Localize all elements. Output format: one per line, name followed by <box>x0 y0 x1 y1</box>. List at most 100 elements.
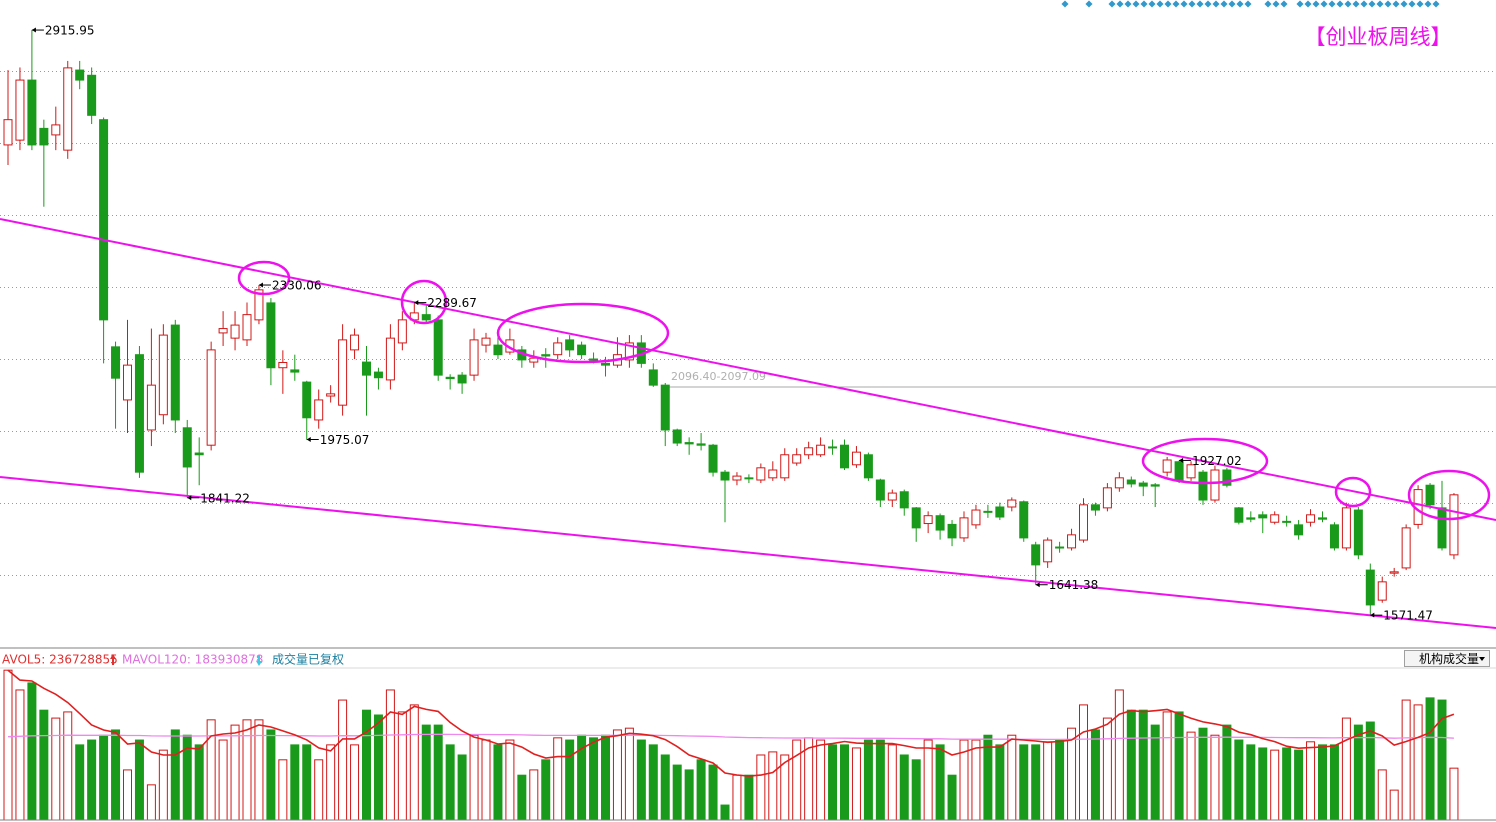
volume-bar <box>39 709 49 821</box>
candle-body <box>170 324 180 421</box>
grid <box>0 71 1496 576</box>
candle-body <box>39 127 49 146</box>
volume-bar <box>875 739 885 821</box>
volume-bar <box>1150 724 1160 821</box>
candle-body <box>1055 546 1065 549</box>
candle-body <box>1186 464 1196 479</box>
volume-bar <box>768 751 778 821</box>
candle-body <box>99 119 109 321</box>
volume-bar <box>517 774 527 821</box>
highlight-ellipse <box>400 279 448 325</box>
candle-body <box>1031 544 1041 566</box>
candle-body <box>146 384 156 431</box>
candle-body <box>768 469 778 479</box>
candle-body <box>278 362 288 369</box>
volume-bar <box>816 739 826 821</box>
candle-body <box>1174 461 1184 481</box>
volume-bar <box>409 704 419 821</box>
volume-bars <box>3 669 1459 821</box>
candle-body <box>1079 504 1088 541</box>
trend-line-upper <box>0 218 1496 521</box>
ma120-line <box>7 733 1454 741</box>
candle-body <box>1198 471 1208 501</box>
candle-body <box>302 381 312 419</box>
candle-body <box>182 427 192 468</box>
volume-bar <box>1413 704 1423 821</box>
candle-body <box>1401 527 1411 569</box>
candle-body <box>780 454 790 479</box>
volume-bar <box>350 744 360 821</box>
volume-bar <box>290 744 300 821</box>
annotation-arrowhead <box>1035 582 1040 588</box>
candle-body <box>194 452 204 456</box>
volume-bar <box>971 739 981 821</box>
candle-body <box>123 364 132 401</box>
volume-bar <box>792 739 802 821</box>
candle-body <box>529 357 539 363</box>
candle-body <box>1222 469 1232 486</box>
highlight-ellipse <box>237 260 291 296</box>
volume-bar <box>648 744 658 821</box>
candle-body <box>756 467 766 481</box>
candle-body <box>469 339 479 376</box>
candle-body <box>1007 499 1017 508</box>
volume-selector[interactable]: 机构成交量 <box>1404 650 1490 667</box>
candle-body <box>720 471 730 481</box>
volume-bar <box>146 784 156 821</box>
candle-body <box>111 346 121 379</box>
candle-body <box>338 339 348 406</box>
annotation-arrowhead <box>258 282 263 288</box>
volume-bar <box>1067 727 1077 821</box>
candle-body <box>254 289 264 321</box>
volume-bar <box>529 769 539 821</box>
volume-bar <box>995 744 1005 821</box>
volume-bar <box>1198 727 1208 821</box>
candle-body <box>1377 581 1387 601</box>
volume-bar <box>1282 747 1292 821</box>
candle-body <box>601 362 610 366</box>
volume-bar <box>99 734 109 821</box>
annotation-label: 1641.38 <box>1049 578 1099 592</box>
annotation-label: 1841.22 <box>200 491 250 505</box>
volume-bar <box>672 764 682 821</box>
candle-body <box>445 376 455 380</box>
annotation-arrowhead <box>414 300 419 306</box>
volume-bar <box>899 754 909 821</box>
candle-body <box>744 477 754 480</box>
candle-body <box>51 124 61 136</box>
candle-body <box>624 342 634 361</box>
candle-body <box>1138 482 1148 487</box>
volume-bar <box>134 739 144 821</box>
volume-bar <box>1329 744 1339 821</box>
volume-bar <box>947 774 957 821</box>
volume-bar <box>266 729 276 821</box>
volume-legend: MAVOL120: 183930878 <box>122 653 263 667</box>
volume-bar <box>493 744 503 821</box>
volume-bar <box>385 689 395 821</box>
candle-body <box>481 337 491 346</box>
candle-body <box>290 369 300 373</box>
level-label: 2096.40-2097.09 <box>671 370 766 383</box>
candle-body <box>385 337 395 381</box>
candle-body <box>15 79 25 141</box>
candle-body <box>1318 517 1327 520</box>
volume-bar <box>911 759 921 821</box>
volume-bar <box>433 724 443 821</box>
candle-body <box>1258 514 1268 519</box>
candle-body <box>553 342 563 356</box>
volume-bar <box>1126 709 1136 821</box>
candle-body <box>1353 509 1363 556</box>
caret-icon <box>1479 657 1485 661</box>
highlight-ellipse <box>496 302 670 364</box>
volume-bar <box>373 714 383 821</box>
volume-bar <box>170 729 180 821</box>
candle-body <box>1234 507 1244 523</box>
candle-body <box>326 393 336 397</box>
candle-body <box>684 442 694 445</box>
volume-bar <box>1031 744 1041 821</box>
volume-bar <box>756 754 766 821</box>
candle-body <box>1019 501 1029 539</box>
volume-bar <box>565 739 575 821</box>
volume-bar <box>123 769 132 821</box>
volume-bar <box>708 764 718 821</box>
